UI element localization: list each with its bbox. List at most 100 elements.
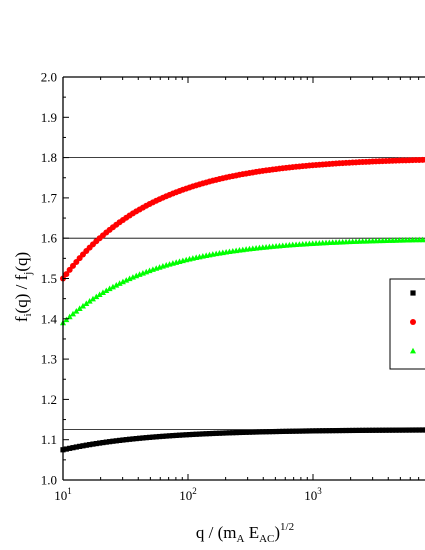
y-tick-label: 1.8 [41, 150, 57, 165]
data-point [350, 427, 356, 434]
data-point [80, 443, 86, 449]
data-point [113, 281, 120, 288]
data-point [97, 440, 103, 446]
data-point [73, 308, 80, 314]
data-point [310, 428, 316, 434]
data-point [63, 271, 70, 278]
data-point [110, 438, 116, 444]
data-point [146, 434, 153, 440]
data-point [63, 446, 69, 452]
data-point [116, 280, 123, 286]
data-point [386, 427, 392, 433]
data-point [77, 443, 83, 449]
data-point [243, 429, 249, 435]
data-point [286, 428, 292, 434]
x-tick-label: 103 [304, 486, 322, 503]
y-tick-label: 1.1 [41, 432, 57, 447]
data-point [203, 431, 209, 437]
series-triangle [60, 236, 425, 326]
data-point [176, 432, 183, 438]
data-point [109, 283, 116, 290]
data-point [160, 433, 166, 439]
data-point [233, 429, 239, 436]
data-point [103, 287, 110, 294]
series-layer [60, 156, 425, 453]
data-point [210, 430, 216, 437]
data-point [83, 300, 90, 307]
data-point [66, 313, 73, 320]
data-point [293, 428, 299, 434]
data-point [69, 262, 76, 269]
data-point [100, 439, 106, 446]
data-point [296, 428, 302, 434]
data-point [280, 428, 286, 435]
data-point [240, 429, 246, 435]
data-point [422, 238, 425, 243]
y-tick-label: 1.4 [41, 311, 58, 326]
data-point [133, 435, 139, 442]
data-point [170, 433, 176, 439]
data-point [63, 316, 70, 323]
data-point [356, 427, 362, 433]
data-point [150, 434, 156, 440]
data-point [123, 277, 130, 283]
data-point [163, 433, 169, 439]
data-point [333, 428, 339, 434]
data-point [186, 432, 193, 438]
axes [62, 76, 425, 481]
data-point [87, 442, 93, 448]
y-tick-label: 1.0 [41, 473, 57, 488]
data-point [273, 428, 279, 435]
data-point [276, 428, 283, 435]
data-point [413, 427, 419, 433]
data-point [366, 427, 372, 433]
legend-marker-circle [410, 319, 416, 325]
data-point [130, 436, 136, 442]
data-point [376, 427, 382, 433]
data-point [76, 305, 83, 312]
data-point [393, 427, 399, 433]
data-point [70, 445, 76, 451]
data-point [126, 436, 133, 442]
data-point [399, 427, 406, 433]
data-point [103, 439, 109, 445]
data-point [396, 427, 402, 433]
data-point [260, 429, 266, 435]
data-point [173, 432, 179, 438]
data-point [190, 431, 196, 438]
data-point [86, 298, 93, 304]
legend-marker-triangle [410, 347, 416, 354]
data-point [389, 427, 396, 433]
data-point [119, 278, 126, 285]
reference-lines [63, 157, 425, 431]
data-point [256, 429, 263, 435]
data-point [283, 428, 289, 434]
data-point [306, 428, 312, 434]
data-point [107, 439, 113, 445]
legend-marker-square [410, 290, 416, 296]
y-tick-label: 1.7 [41, 190, 58, 205]
data-point [230, 430, 236, 436]
data-point [96, 291, 103, 298]
data-point [290, 428, 296, 434]
data-point [206, 431, 213, 437]
x-tick-label: 101 [54, 486, 72, 503]
data-point [373, 427, 379, 433]
data-point [316, 428, 322, 434]
data-point [193, 431, 199, 437]
data-point [270, 429, 276, 435]
y-tick-label: 2.0 [41, 70, 57, 85]
data-point [66, 266, 73, 273]
data-point [126, 275, 133, 282]
data-point [300, 428, 306, 434]
data-point [89, 295, 96, 302]
data-point [406, 427, 412, 433]
data-point [123, 437, 129, 443]
data-point [136, 435, 143, 441]
data-point [69, 310, 76, 317]
data-point [370, 427, 376, 433]
data-point [183, 432, 189, 438]
data-point [99, 289, 106, 296]
data-point [140, 435, 146, 441]
data-point [129, 274, 136, 280]
